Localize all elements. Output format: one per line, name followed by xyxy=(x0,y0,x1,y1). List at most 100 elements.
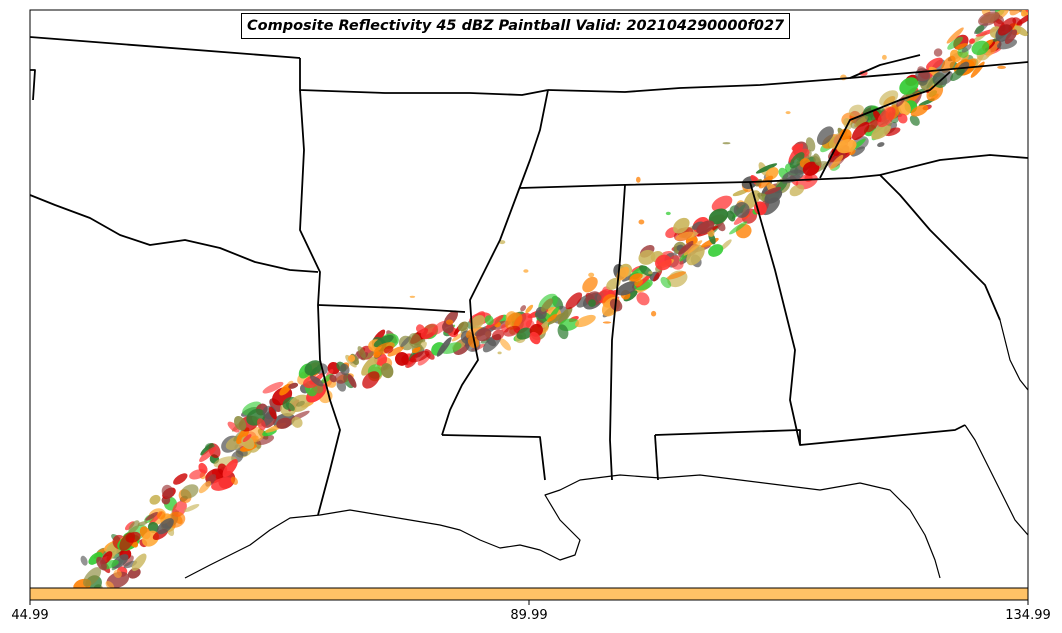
paintball-blob xyxy=(236,427,250,444)
paintball-blob xyxy=(457,321,469,332)
paintball-blob xyxy=(789,152,805,169)
paintball-blob xyxy=(829,154,844,170)
paintball-blob xyxy=(304,360,322,376)
paintball-blob xyxy=(683,240,703,256)
paintball-blob xyxy=(211,477,234,491)
paintball-blob xyxy=(946,27,964,44)
paintball-blob xyxy=(131,553,147,572)
paintball-blob xyxy=(1000,0,1009,10)
paintball-blob xyxy=(985,40,1000,57)
paintball-blob xyxy=(850,114,868,129)
paintball-blob xyxy=(420,323,438,340)
paintball-blob xyxy=(485,314,504,330)
reflectivity-paintball-layer xyxy=(73,0,1036,588)
paintball-blob xyxy=(480,338,490,344)
paintball-blob xyxy=(83,567,102,587)
paintball-blob xyxy=(665,211,671,216)
paintball-blob xyxy=(256,435,275,445)
map-title: Composite Reflectivity 45 dBZ Paintball … xyxy=(241,13,791,39)
paintball-blob xyxy=(96,556,107,571)
paintball-blob xyxy=(917,66,930,80)
paintball-blob xyxy=(1009,10,1028,16)
paintball-blob xyxy=(882,54,887,60)
paintball-blob xyxy=(445,319,454,325)
paintball-blob xyxy=(491,329,505,341)
paintball-blob xyxy=(997,17,1017,36)
paintball-blob xyxy=(791,143,801,151)
paintball-blob xyxy=(460,327,469,334)
paintball-blob xyxy=(708,208,729,225)
paintball-blob xyxy=(660,276,672,289)
paintball-blob xyxy=(1016,14,1028,26)
paintball-blob xyxy=(909,115,920,126)
state-boundaries xyxy=(30,36,1028,516)
paintball-blob xyxy=(149,494,161,505)
paintball-blob xyxy=(651,310,657,317)
paintball-blob xyxy=(128,520,140,533)
paintball-blob xyxy=(1014,25,1028,37)
paintball-blob xyxy=(88,551,103,565)
paintball-blob xyxy=(516,327,533,340)
paintball-blob xyxy=(655,254,672,271)
paintball-blob xyxy=(234,416,247,431)
paintball-blob xyxy=(310,375,324,387)
paintball-blob xyxy=(227,421,240,433)
paintball-blob xyxy=(122,555,134,567)
colorbar-tick-label-min: 44.99 xyxy=(11,608,49,623)
paintball-blob xyxy=(947,36,963,50)
paintball-blob xyxy=(127,567,141,579)
paintball-blob xyxy=(415,324,425,334)
paintball-blob xyxy=(636,176,641,183)
paintball-blob xyxy=(755,163,778,174)
paintball-blob xyxy=(653,269,663,282)
paintball-blob xyxy=(557,324,569,340)
paintball-blob xyxy=(242,434,252,443)
paintball-blob xyxy=(409,295,416,298)
paintball-blob xyxy=(557,306,573,325)
paintball-blob xyxy=(180,484,199,499)
paintball-blob xyxy=(380,363,394,379)
colorbar-tick-label-mid: 89.99 xyxy=(510,608,548,623)
paintball-blob xyxy=(933,48,943,57)
paintball-blob xyxy=(648,271,653,275)
paintball-blob xyxy=(926,83,944,102)
paintball-blob xyxy=(119,531,136,551)
paintball-blob xyxy=(525,304,534,314)
paintball-blob xyxy=(997,65,1006,69)
paintball-blob xyxy=(897,113,908,124)
paintball-blob xyxy=(871,124,891,140)
paintball-blob xyxy=(373,351,381,358)
paintball-blob xyxy=(732,189,749,197)
paintball-blob xyxy=(467,336,480,349)
paintball-blob xyxy=(1027,0,1036,7)
paintball-blob xyxy=(978,11,1000,26)
paintball-blob xyxy=(80,555,88,566)
paintball-blob xyxy=(616,281,639,296)
paintball-blob xyxy=(339,363,350,376)
paintball-blob xyxy=(497,351,502,355)
paintball-blob xyxy=(198,481,212,494)
paintball-blob xyxy=(373,335,394,348)
paintball-blob xyxy=(950,67,965,82)
colorbar xyxy=(29,587,1029,601)
paintball-blob xyxy=(722,142,731,145)
paintball-blob xyxy=(726,210,736,222)
paintball-blob xyxy=(147,521,159,534)
paintball-blob xyxy=(708,244,724,257)
paintball-blob xyxy=(588,272,595,278)
paintball-blob xyxy=(113,569,122,578)
paintball-blob xyxy=(884,127,901,137)
paintball-blob xyxy=(547,313,558,323)
paintball-blob xyxy=(412,346,421,354)
paintball-blob xyxy=(329,374,337,383)
paintball-blob xyxy=(484,315,494,326)
paintball-blob xyxy=(815,158,834,173)
colorbar-tick-label-max: 134.99 xyxy=(1005,608,1051,623)
paintball-blob xyxy=(866,118,879,133)
paintball-blob xyxy=(711,195,733,212)
paintball-blob xyxy=(451,332,464,342)
paintball-blob xyxy=(575,314,596,328)
paintball-blob xyxy=(805,137,816,152)
paintball-blob xyxy=(1024,10,1028,14)
